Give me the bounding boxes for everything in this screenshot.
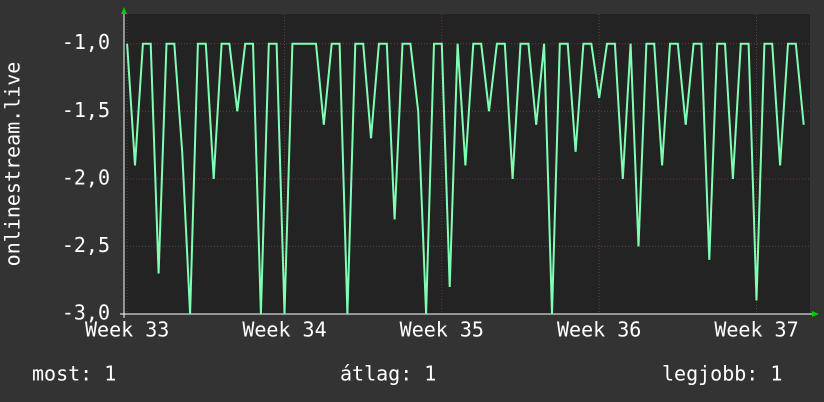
x-tick-label: Week 34	[242, 318, 326, 342]
y-tick-label: -2,0	[62, 165, 110, 189]
y-axis-arrow	[121, 7, 127, 14]
x-tick-label: Week 35	[400, 318, 484, 342]
legend-average: átlag: 1	[340, 362, 436, 386]
data-line	[126, 42, 805, 314]
x-tick-label: Week 33	[85, 318, 169, 342]
x-tick-label: Week 37	[714, 318, 798, 342]
y-tick-label: -3,0	[62, 301, 110, 325]
x-tick-label: Week 36	[557, 318, 641, 342]
legend-best: legjobb: 1	[662, 362, 782, 386]
y-tick-label: -1,0	[62, 30, 110, 54]
y-axis-label: onlinestream.live	[1, 62, 25, 267]
legend-current: most: 1	[32, 362, 116, 386]
plot-area	[124, 14, 810, 314]
x-axis-arrow	[812, 311, 819, 317]
y-tick-label: -1,5	[62, 98, 110, 122]
y-tick-label: -2,5	[62, 233, 110, 257]
